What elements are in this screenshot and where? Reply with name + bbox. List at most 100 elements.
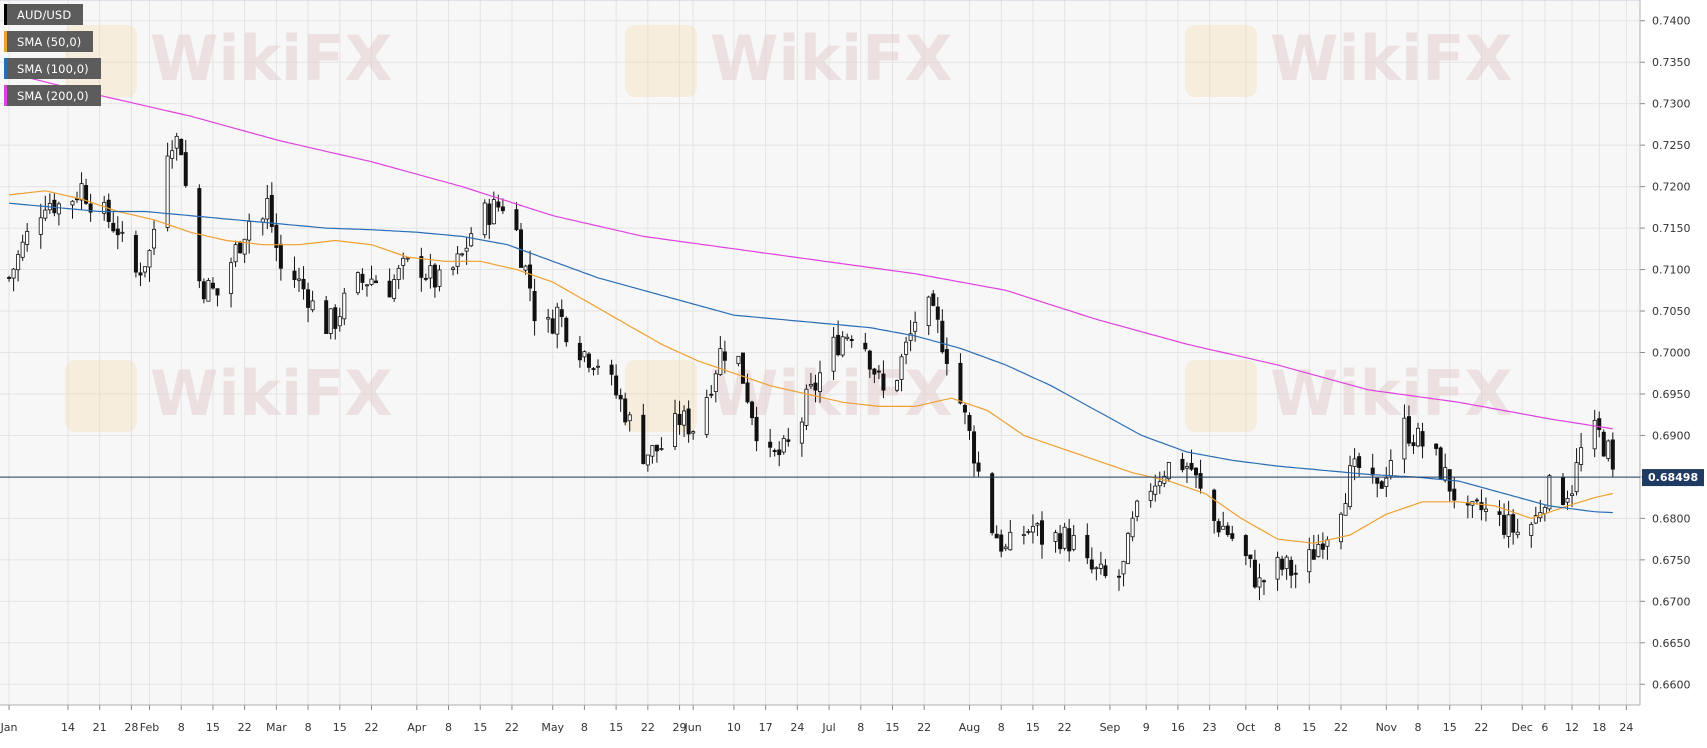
x-tick-label: 23 (1203, 721, 1217, 734)
candle-body (1474, 499, 1479, 502)
candle-body (849, 339, 854, 341)
candle-body (229, 262, 234, 294)
candle-body (1384, 477, 1389, 488)
candle-body (1565, 498, 1570, 503)
candle-body (1284, 556, 1289, 570)
candle-body (768, 441, 773, 448)
watermark-text: WikiFX (1270, 22, 1512, 95)
candle-body (1275, 556, 1280, 580)
candle-body (772, 450, 777, 453)
sma-100-line (9, 202, 1613, 514)
candle-body (70, 200, 75, 206)
candle-body (364, 284, 369, 287)
candle-body (328, 308, 333, 334)
y-tick-label: 0.7150 (1652, 222, 1691, 235)
watermark-logo (625, 360, 697, 432)
candle-body (546, 317, 551, 320)
candle-body (967, 414, 972, 431)
candle-body (931, 293, 936, 306)
x-tick-label: Nov (1376, 721, 1398, 734)
y-tick-label: 0.6900 (1652, 429, 1691, 442)
candle-body (147, 250, 152, 268)
candle-body (88, 203, 93, 213)
x-tick-label: 8 (581, 721, 588, 734)
candle-body (1479, 502, 1484, 511)
candle-body (876, 370, 881, 373)
candle-body (709, 393, 714, 396)
candle-body (52, 199, 57, 214)
candle-body (292, 270, 297, 280)
candle-body (301, 278, 306, 290)
candle-body (1511, 514, 1516, 533)
y-tick-label: 0.6800 (1652, 512, 1691, 525)
candle-body (740, 352, 745, 384)
y-tick-label: 0.6950 (1652, 388, 1691, 401)
x-tick-label: Aug (959, 721, 980, 734)
candle-body (736, 355, 741, 365)
candle-body (152, 228, 157, 249)
candle-body (75, 198, 80, 201)
candle-body (1098, 563, 1103, 569)
candle-body (11, 268, 16, 279)
legend-item-sma50[interactable]: SMA (50,0) (4, 31, 94, 52)
x-tick-label: 15 (885, 721, 899, 734)
x-tick-label: 15 (333, 721, 347, 734)
candle-body (1343, 503, 1348, 516)
x-tick-label: 8 (1415, 721, 1422, 734)
candle-body (1094, 567, 1099, 570)
candle-body (1289, 559, 1294, 576)
candle-body (1130, 517, 1135, 538)
legend-swatch (4, 85, 7, 106)
candle-body (1610, 439, 1615, 470)
candle-body (781, 438, 786, 453)
candle-body (1103, 565, 1108, 577)
x-tick-label: Jul (821, 721, 835, 734)
legend-item-symbol[interactable]: AUD/USD (4, 4, 84, 25)
candle-body (750, 401, 755, 419)
candle-body (84, 185, 89, 204)
candle-body (1261, 580, 1266, 583)
x-tick-label: 15 (1026, 721, 1040, 734)
legend-item-sma100[interactable]: SMA (100,0) (4, 58, 101, 79)
candle-body (1058, 533, 1063, 550)
y-tick-label: 0.7050 (1652, 305, 1691, 318)
candle-body (686, 408, 691, 435)
candle-body (1117, 575, 1122, 578)
candle-body (586, 353, 591, 368)
candle-body (142, 266, 147, 273)
candle-body (1221, 525, 1226, 530)
x-tick-label: Jan (0, 721, 18, 734)
candle-body (999, 534, 1004, 552)
candle-body (1225, 525, 1230, 536)
candle-body (1570, 493, 1575, 496)
x-tick-label: Jun (684, 721, 702, 734)
candle-body (659, 448, 664, 450)
candle-body (16, 254, 21, 271)
legend-item-sma200[interactable]: SMA (200,0) (4, 85, 101, 106)
candle-body (451, 267, 456, 270)
candle-body (297, 278, 302, 281)
candle-body (677, 413, 682, 426)
x-tick-label: Feb (140, 721, 159, 734)
candle-body (1135, 500, 1140, 517)
candle-body (895, 380, 900, 391)
candle-body (673, 413, 678, 447)
candle-body (469, 233, 474, 247)
candle-body (387, 280, 392, 298)
x-tick-label: 29 (673, 721, 687, 734)
y-tick-label: 0.7100 (1652, 264, 1691, 277)
y-tick-label: 0.7350 (1652, 56, 1691, 69)
candle-body (306, 289, 311, 308)
candle-body (7, 277, 12, 279)
y-axis-background (1640, 0, 1707, 744)
candle-body (926, 296, 931, 327)
candle-body (754, 416, 759, 442)
candle-body (432, 264, 437, 288)
candle-body (460, 253, 465, 256)
candle-body (940, 320, 945, 353)
candle-body (704, 397, 709, 435)
candle-body (654, 444, 659, 452)
candle-body (269, 195, 274, 227)
candle-body (1533, 515, 1538, 524)
candle-body (1180, 458, 1185, 471)
